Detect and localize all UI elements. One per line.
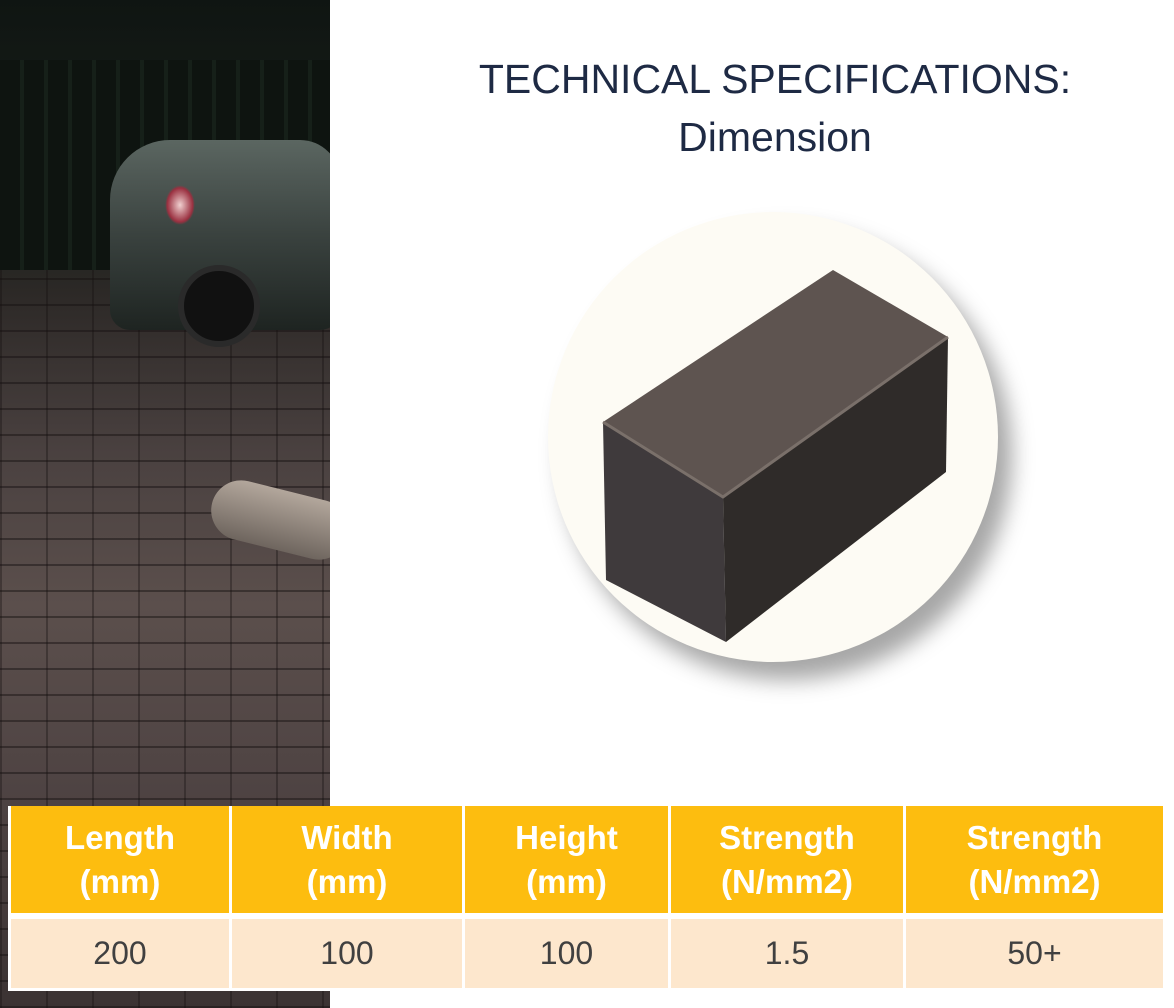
car-wheel [178, 265, 260, 347]
table-header-row: Length (mm) Width (mm) Height (mm) Strength… [8, 806, 1166, 918]
header-strength-2: Strength (N/mm2) [903, 806, 1166, 918]
page-title: TECHNICAL SPECIFICATIONS: Dimension [420, 50, 1130, 166]
table-row: 200 100 100 1.5 50+ [8, 913, 1166, 991]
cell-width: 100 [229, 913, 465, 991]
cell-strength-2: 50+ [903, 913, 1166, 991]
paver-brick-image [602, 270, 949, 642]
title-line-2: Dimension [678, 114, 872, 160]
dimension-table: Length (mm) Width (mm) Height (mm) Strength… [8, 806, 1166, 991]
title-line-1: TECHNICAL SPECIFICATIONS: [478, 56, 1072, 102]
header-width: Width (mm) [229, 806, 465, 918]
cell-length: 200 [8, 913, 232, 991]
cell-strength-1: 1.5 [668, 913, 906, 991]
header-length: Length (mm) [8, 806, 232, 918]
product-image-circle [548, 212, 998, 662]
header-strength-1: Strength (N/mm2) [668, 806, 906, 918]
car-taillight [165, 185, 195, 225]
cell-height: 100 [462, 913, 671, 991]
header-height: Height (mm) [462, 806, 671, 918]
